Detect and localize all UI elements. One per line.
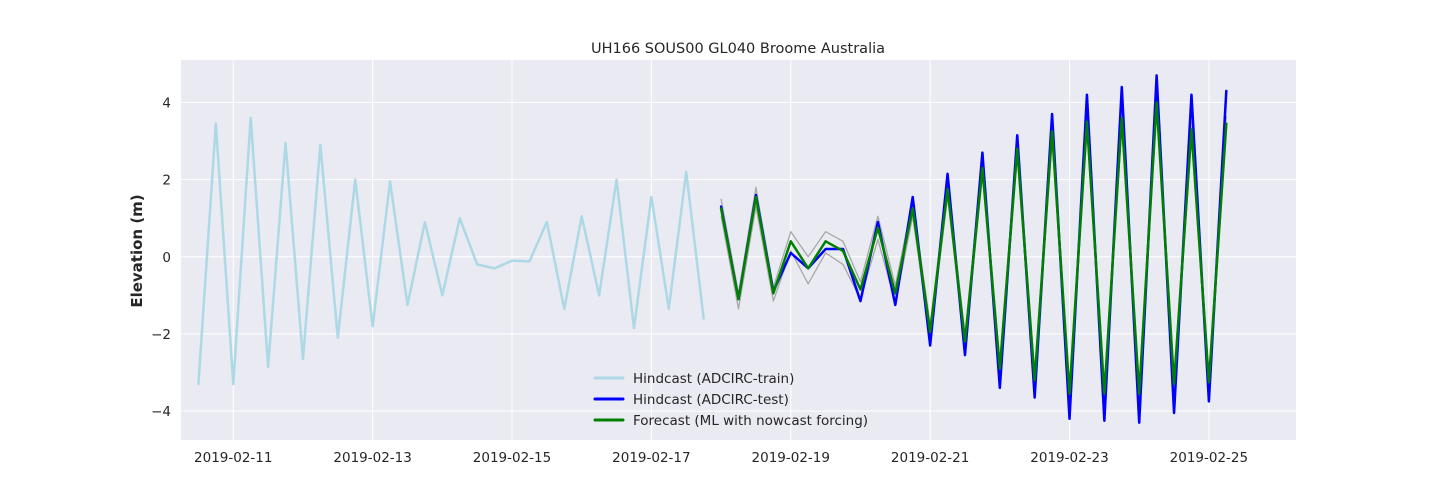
x-tick-label: 2019-02-19 bbox=[752, 450, 830, 466]
x-tick-label: 2019-02-25 bbox=[1170, 450, 1248, 466]
x-tick-label: 2019-02-15 bbox=[473, 450, 551, 466]
y-axis-label: Elevation (m) bbox=[128, 194, 146, 307]
series-forecast-line bbox=[719, 101, 1228, 395]
x-tick-label: 2019-02-11 bbox=[194, 450, 272, 466]
series-train-line bbox=[197, 116, 705, 386]
series-lines bbox=[197, 74, 1228, 424]
x-tick-label: 2019-02-13 bbox=[333, 450, 411, 466]
y-tick-labels: −4 −2 0 2 4 bbox=[151, 95, 171, 420]
x-tick-label: 2019-02-21 bbox=[891, 450, 969, 466]
y-tick-label: 0 bbox=[162, 250, 171, 266]
y-tick-label: −4 bbox=[151, 404, 171, 420]
x-tick-label: 2019-02-23 bbox=[1030, 450, 1108, 466]
legend-label-train: Hindcast (ADCIRC-train) bbox=[633, 371, 794, 387]
legend-label-test: Hindcast (ADCIRC-test) bbox=[633, 392, 789, 408]
legend: Hindcast (ADCIRC-train) Hindcast (ADCIRC… bbox=[593, 371, 868, 429]
y-tick-label: −2 bbox=[151, 327, 171, 343]
plot-background bbox=[181, 60, 1296, 440]
legend-label-forecast: Forecast (ML with nowcast forcing) bbox=[633, 413, 868, 429]
y-tick-label: 4 bbox=[162, 95, 171, 111]
x-tick-label: 2019-02-17 bbox=[612, 450, 690, 466]
grid bbox=[181, 60, 1296, 440]
chart-title: UH166 SOUS00 GL040 Broome Australia bbox=[591, 41, 885, 57]
x-tick-labels: 2019-02-11 2019-02-13 2019-02-15 2019-02-17… bbox=[194, 450, 1248, 466]
y-tick-label: 2 bbox=[162, 173, 171, 189]
